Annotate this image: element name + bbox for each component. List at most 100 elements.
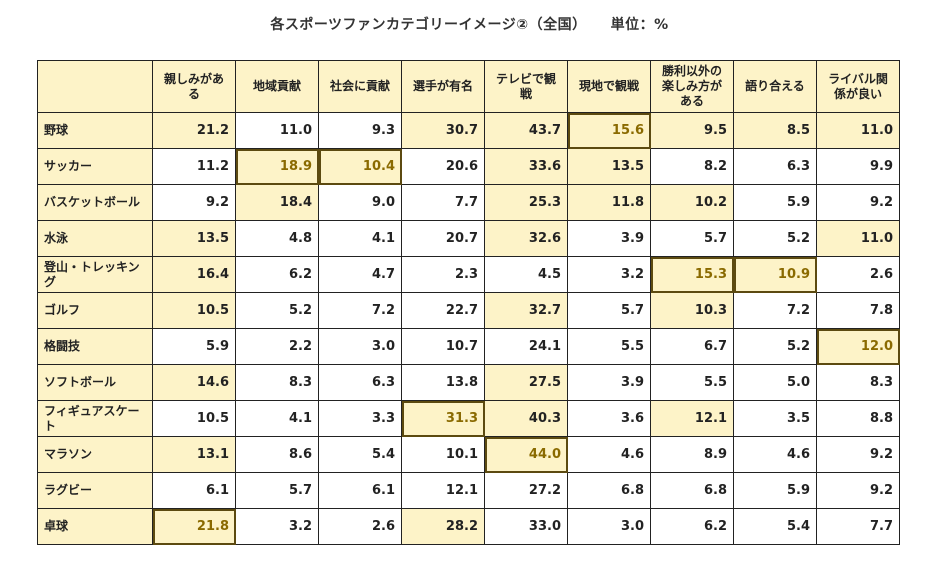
data-cell: 11.0: [816, 220, 900, 257]
data-cell: 32.6: [484, 220, 568, 257]
data-cell: 7.7: [816, 508, 900, 545]
data-cell: 8.5: [733, 112, 817, 149]
data-cell: 20.6: [401, 148, 485, 185]
data-cell: 9.2: [816, 472, 900, 509]
data-cell: 5.4: [733, 508, 817, 545]
data-cell: 6.1: [152, 472, 236, 509]
table-row: ラグビー 6.1 5.7 6.1 12.1 27.2 6.8 6.8 5.9 9.2: [37, 472, 900, 509]
data-cell: 43.7: [484, 112, 568, 149]
data-cell: 4.1: [318, 220, 402, 257]
data-cell: 21.2: [152, 112, 236, 149]
table-row: バスケットボール 9.2 18.4 9.0 7.7 25.3 11.8 10.2 5.9 9.2: [37, 184, 900, 221]
data-cell: 9.2: [816, 436, 900, 473]
data-cell: 18.4: [235, 184, 319, 221]
column-header: 地域貢献: [235, 60, 319, 113]
column-header-line: 係が良い: [833, 86, 882, 101]
data-cell-top: 44.0: [484, 436, 568, 473]
data-cell: 10.7: [401, 328, 485, 365]
column-header-line: 勝利以外の: [661, 64, 722, 78]
data-cell: 13.8: [401, 364, 485, 401]
data-cell: 22.7: [401, 292, 485, 329]
row-label: フィギュアスケート: [37, 400, 153, 437]
column-header: ライバル関 係が良い: [816, 60, 900, 113]
data-cell-top: 31.3: [401, 400, 485, 437]
data-cell: 5.0: [733, 364, 817, 401]
row-label: 登山・トレッキング: [37, 256, 153, 293]
data-cell: 10.2: [650, 184, 734, 221]
data-cell: 7.2: [318, 292, 402, 329]
data-cell: 40.3: [484, 400, 568, 437]
data-cell: 13.5: [152, 220, 236, 257]
header-row: 親しみがある 地域貢献 社会に貢献 選手が有名 テレビで観戦 現地で観戦 勝利以外の 楽しみ方…: [37, 60, 900, 113]
data-cell: 7.7: [401, 184, 485, 221]
column-header-line: 語り合える: [745, 79, 805, 93]
column-header: テレビで観戦: [484, 60, 568, 113]
data-cell: 5.7: [567, 292, 651, 329]
data-cell: 9.2: [152, 184, 236, 221]
data-cell: 3.5: [733, 400, 817, 437]
column-header-line: 現地で観戦: [578, 79, 639, 93]
column-header: 親しみがある: [152, 60, 236, 113]
row-label: バスケットボール: [37, 184, 153, 221]
table-row: ソフトボール 14.6 8.3 6.3 13.8 27.5 3.9 5.5 5.0 8.3: [37, 364, 900, 401]
data-cell: 6.1: [318, 472, 402, 509]
column-header: 選手が有名: [401, 60, 485, 113]
data-cell-top: 15.6: [567, 112, 651, 149]
column-header: 社会に貢献: [318, 60, 402, 113]
row-label: ゴルフ: [37, 292, 153, 329]
table-row: サッカー 11.2 18.9 10.4 20.6 33.6 13.5 8.2 6.3 9.9: [37, 148, 900, 185]
data-cell: 12.1: [650, 400, 734, 437]
column-header-line: ある: [679, 94, 704, 108]
data-cell: 5.9: [733, 472, 817, 509]
data-cell: 9.3: [318, 112, 402, 149]
data-cell: 5.7: [650, 220, 734, 257]
data-cell: 7.8: [816, 292, 900, 329]
row-label: ソフトボール: [37, 364, 153, 401]
data-cell: 12.1: [401, 472, 485, 509]
data-cell: 6.8: [650, 472, 734, 509]
data-cell: 3.9: [567, 364, 651, 401]
row-label: サッカー: [37, 148, 153, 185]
data-cell: 3.0: [567, 508, 651, 545]
data-cell-top: 10.9: [733, 256, 817, 293]
data-cell: 2.2: [235, 328, 319, 365]
data-cell: 3.2: [567, 256, 651, 293]
data-cell: 4.1: [235, 400, 319, 437]
row-label: 水泳: [37, 220, 153, 257]
table-row: ゴルフ 10.5 5.2 7.2 22.7 32.7 5.7 10.3 7.2 7.8: [37, 292, 900, 329]
table-row: 卓球 21.8 3.2 2.6 28.2 33.0 3.0 6.2 5.4 7.7: [37, 508, 900, 545]
data-cell: 28.2: [401, 508, 485, 545]
column-header: 語り合える: [733, 60, 817, 113]
column-header-line: 楽しみ方が: [661, 79, 722, 93]
row-label: 野球: [37, 112, 153, 149]
table-row: マラソン 13.1 8.6 5.4 10.1 44.0 4.6 8.9 4.6 9.2: [37, 436, 900, 473]
column-header: 勝利以外の 楽しみ方が ある: [650, 60, 734, 113]
data-cell: 11.8: [567, 184, 651, 221]
column-header-line: 地域貢献: [252, 79, 301, 93]
data-cell: 5.9: [733, 184, 817, 221]
data-cell: 13.5: [567, 148, 651, 185]
chart-title: 各スポーツファンカテゴリーイメージ②（全国）: [270, 17, 587, 33]
data-cell: 11.2: [152, 148, 236, 185]
data-cell: 5.2: [235, 292, 319, 329]
data-cell: 11.0: [816, 112, 900, 149]
data-cell: 6.3: [733, 148, 817, 185]
data-cell: 5.5: [650, 364, 734, 401]
data-cell: 25.3: [484, 184, 568, 221]
table-row: 登山・トレッキング 16.4 6.2 4.7 2.3 4.5 3.2 15.3 10.9 2.6: [37, 256, 900, 293]
data-cell: 16.4: [152, 256, 236, 293]
data-cell: 3.2: [235, 508, 319, 545]
data-cell: 11.0: [235, 112, 319, 149]
data-table: 親しみがある 地域貢献 社会に貢献 選手が有名 テレビで観戦 現地で観戦 勝利以外の 楽しみ方…: [37, 60, 900, 545]
data-cell: 10.1: [401, 436, 485, 473]
data-cell: 27.5: [484, 364, 568, 401]
data-cell: 7.2: [733, 292, 817, 329]
data-cell: 2.6: [816, 256, 900, 293]
column-header-line: 親しみがある: [163, 71, 224, 101]
header-corner-cell: [37, 60, 153, 113]
data-cell: 8.3: [235, 364, 319, 401]
row-label: 卓球: [37, 508, 153, 545]
data-cell: 5.4: [318, 436, 402, 473]
data-cell: 10.5: [152, 400, 236, 437]
data-cell: 2.3: [401, 256, 485, 293]
